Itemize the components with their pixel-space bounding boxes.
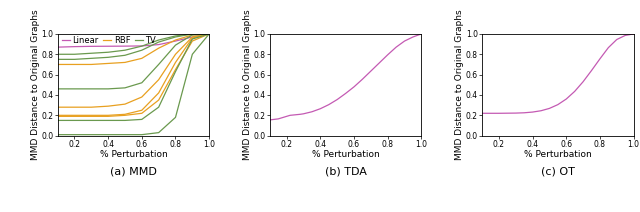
Legend: Linear, RBF, TV: Linear, RBF, TV	[62, 36, 156, 45]
Y-axis label: MMD Distance to Original Graphs: MMD Distance to Original Graphs	[243, 10, 252, 160]
X-axis label: % Perturbation: % Perturbation	[524, 150, 592, 159]
X-axis label: % Perturbation: % Perturbation	[99, 150, 167, 159]
Y-axis label: MMD Distance to Original Graphs: MMD Distance to Original Graphs	[31, 10, 40, 160]
Title: (c) OT: (c) OT	[541, 166, 575, 176]
X-axis label: % Perturbation: % Perturbation	[312, 150, 380, 159]
Title: (a) MMD: (a) MMD	[110, 166, 157, 176]
Title: (b) TDA: (b) TDA	[324, 166, 367, 176]
Y-axis label: MMD Distance to Original Graphs: MMD Distance to Original Graphs	[455, 10, 465, 160]
